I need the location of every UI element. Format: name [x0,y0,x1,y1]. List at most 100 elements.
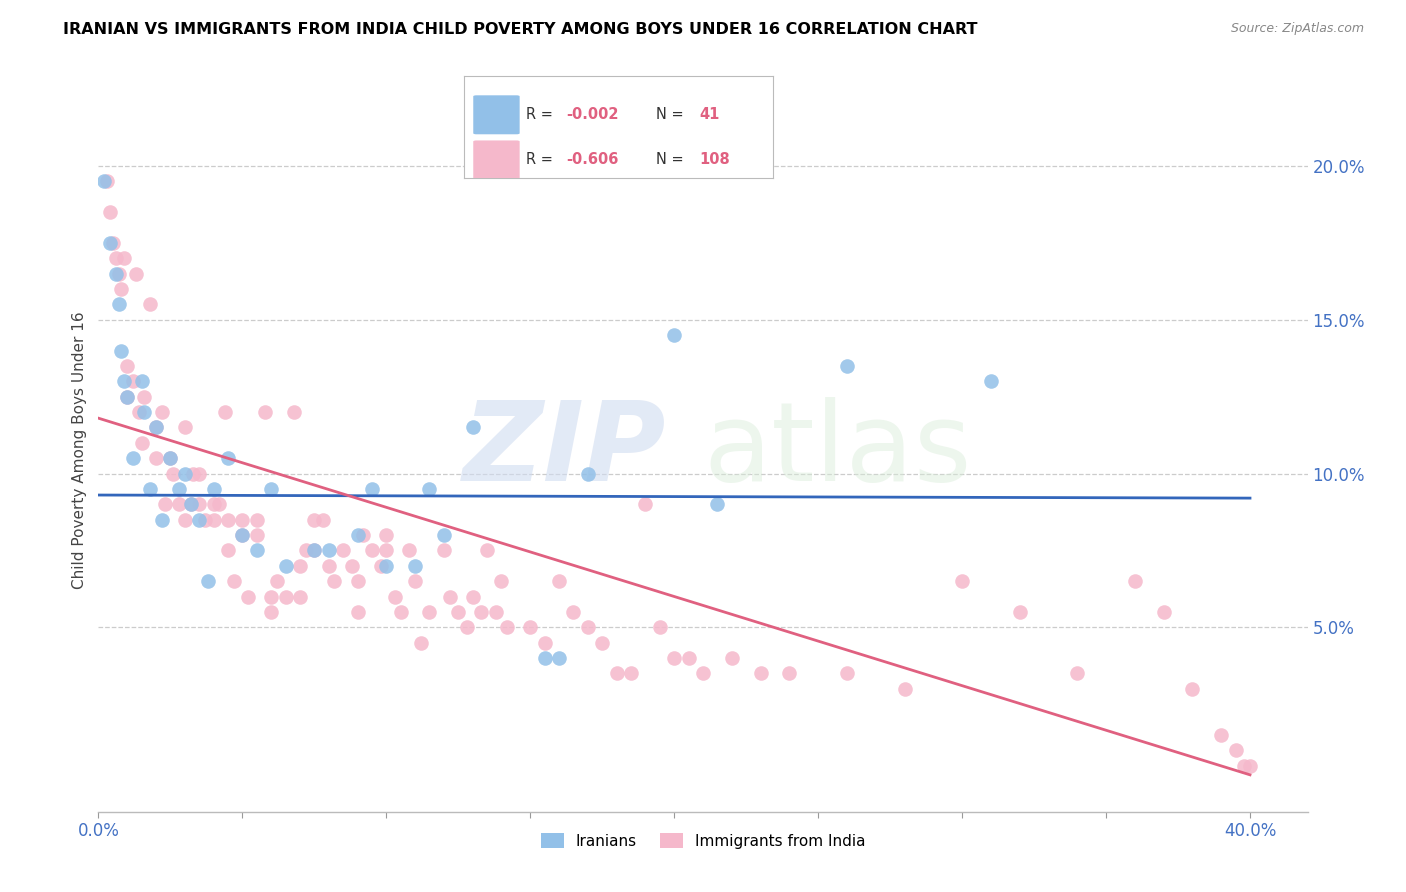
Point [346,528,368,542]
Point [104,267,127,281]
Point [115,390,138,404]
Point [389,605,412,619]
Point [139,482,162,496]
Point [404,574,426,588]
Point [384,590,406,604]
Point [98,205,121,219]
Point [274,558,297,573]
Point [183,467,205,481]
Point [361,482,384,496]
Point [375,528,398,542]
Point [202,513,225,527]
Point [188,497,211,511]
Point [96,174,118,188]
Point [145,420,167,434]
Point [447,605,470,619]
Text: R =: R = [526,107,557,122]
Point [115,390,138,404]
Point [231,513,253,527]
Point [1066,666,1088,681]
Point [202,497,225,511]
Point [194,513,217,527]
Point [167,497,190,511]
Point [197,574,219,588]
Point [433,528,456,542]
Point [159,451,181,466]
Point [620,666,643,681]
Point [893,681,915,696]
Point [433,543,456,558]
Point [461,420,484,434]
Text: Source: ZipAtlas.com: Source: ZipAtlas.com [1230,22,1364,36]
Text: R =: R = [526,153,557,168]
Point [456,620,478,634]
Point [533,635,555,649]
Point [288,590,311,604]
Point [370,558,392,573]
Point [470,605,492,619]
Point [260,605,283,619]
Point [246,528,269,542]
Point [131,374,153,388]
Point [692,666,714,681]
Point [606,666,628,681]
Point [648,620,671,634]
Text: -0.002: -0.002 [567,107,619,122]
Point [104,252,127,266]
Text: atlas: atlas [703,397,972,504]
Text: ZIP: ZIP [463,397,666,504]
Point [128,405,150,419]
Point [217,451,239,466]
Point [312,513,335,527]
Point [519,620,541,634]
Point [167,482,190,496]
Text: N =: N = [655,153,688,168]
Point [101,235,124,250]
Point [274,590,297,604]
Point [418,482,440,496]
Point [180,497,202,511]
Point [491,574,513,588]
Point [418,605,440,619]
Point [1211,728,1233,742]
Text: 108: 108 [699,153,730,168]
Point [188,467,211,481]
Point [591,635,613,649]
Text: N =: N = [655,107,688,122]
Point [254,405,277,419]
Point [208,497,231,511]
Point [461,590,484,604]
Point [217,513,239,527]
Point [246,543,269,558]
Point [139,297,162,311]
Point [439,590,461,604]
Point [173,420,195,434]
Point [93,174,115,188]
Point [134,390,156,404]
Point [634,497,657,511]
Point [835,359,858,373]
Point [222,574,245,588]
Point [162,467,184,481]
Point [562,605,585,619]
Point [134,405,156,419]
Point [112,252,135,266]
Point [159,451,181,466]
Point [375,543,398,558]
Point [150,405,173,419]
FancyBboxPatch shape [474,140,520,179]
Point [260,482,283,496]
Point [304,513,326,527]
Point [1239,758,1261,772]
Point [304,543,326,558]
Point [346,574,368,588]
Point [145,420,167,434]
Point [398,543,420,558]
Point [318,543,340,558]
Point [720,651,742,665]
Point [496,620,519,634]
Point [246,513,269,527]
Point [107,267,129,281]
Point [202,482,225,496]
Point [150,513,173,527]
